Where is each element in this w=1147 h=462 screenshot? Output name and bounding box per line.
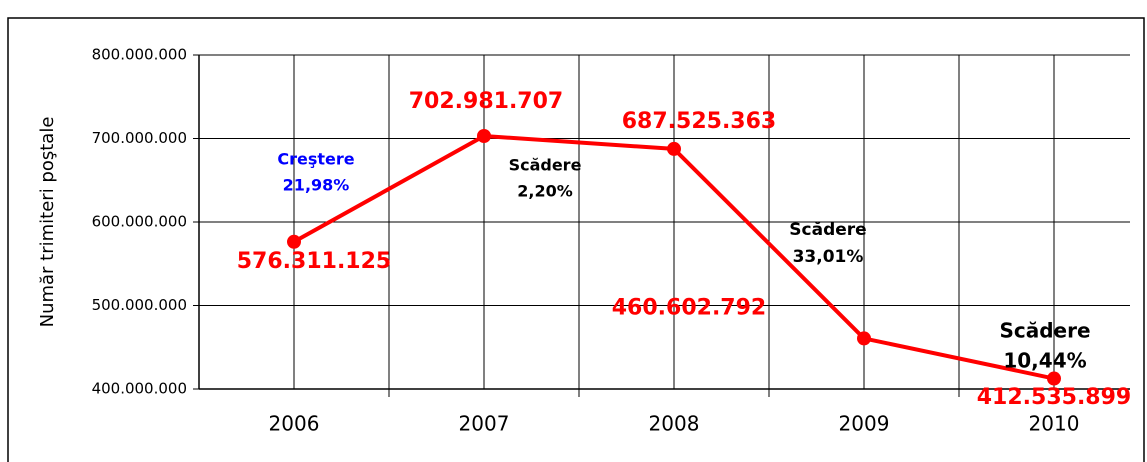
value-label: 576.311.125 <box>237 249 391 274</box>
value-label: 702.981.707 <box>409 89 563 114</box>
annotation: Creştere <box>277 150 354 169</box>
x-tick-label: 2006 <box>269 412 320 436</box>
y-tick-label: 400.000.000 <box>92 380 187 398</box>
point <box>1047 371 1061 386</box>
point <box>477 129 491 144</box>
annotation: Scădere <box>999 319 1090 343</box>
value-label: 412.535.899 <box>977 385 1131 410</box>
annotation: 33,01% <box>793 247 864 267</box>
x-tick-label: 2008 <box>649 412 700 436</box>
annotation: Scădere <box>509 156 582 175</box>
point <box>857 331 871 346</box>
x-tick-label: 2009 <box>839 412 890 436</box>
x-tick-label: 2010 <box>1029 412 1080 436</box>
point <box>287 234 301 249</box>
y-tick-label: 600.000.000 <box>92 213 187 231</box>
chart-frame <box>7 17 1145 462</box>
point <box>667 141 681 156</box>
annotation: 21,98% <box>283 176 350 195</box>
y-axis-label: Număr trimiteri poştale <box>37 117 58 328</box>
annotation: 2,20% <box>517 182 573 201</box>
value-label: 460.602.792 <box>612 295 766 320</box>
y-tick-label: 800.000.000 <box>92 46 187 64</box>
annotation: 10,44% <box>1003 349 1086 373</box>
annotation: Scădere <box>789 220 866 240</box>
y-tick-label: 500.000.000 <box>92 296 187 314</box>
y-tick-label: 700.000.000 <box>92 129 187 147</box>
x-tick-label: 2007 <box>459 412 510 436</box>
value-label: 687.525.363 <box>622 109 776 134</box>
